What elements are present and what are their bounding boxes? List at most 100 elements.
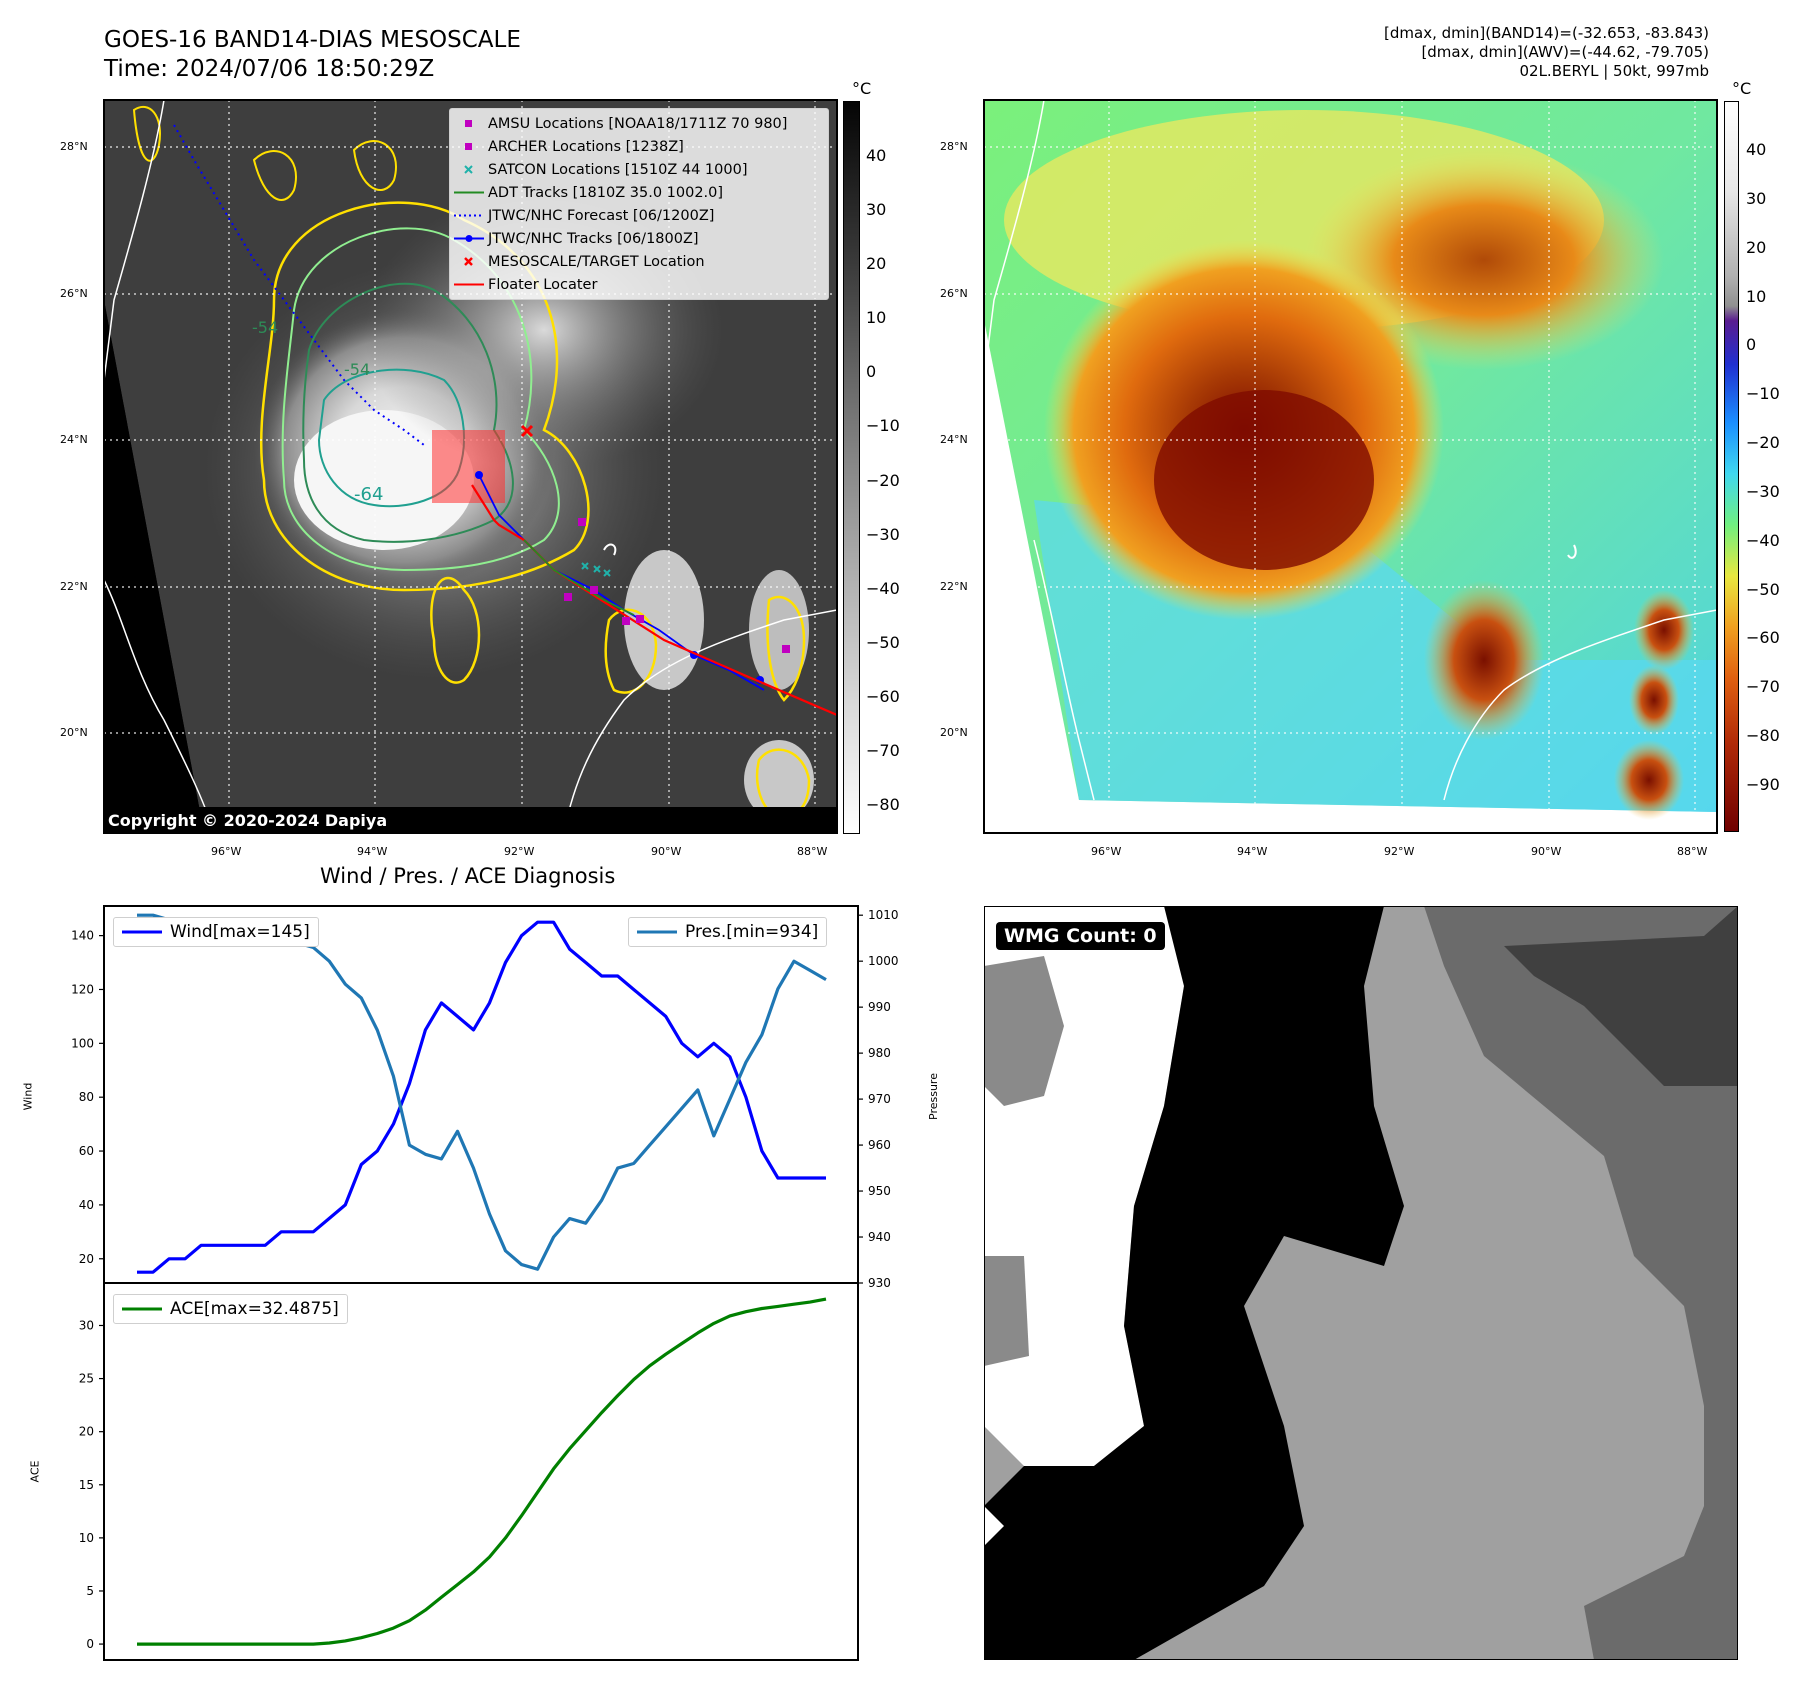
colorbar-tick: −80 (866, 795, 900, 814)
colorbar-tick: −40 (1746, 530, 1780, 550)
colorbar-tick: −20 (1746, 433, 1780, 453)
wmg-count-badge: WMG Count: 0 (996, 922, 1165, 950)
y-tick-label: 20 (79, 1252, 94, 1266)
colorbar-tick: 30 (866, 200, 887, 220)
figure-title: GOES-16 BAND14-DIAS MESOSCALE (104, 27, 521, 53)
lat-label: 20°N (60, 726, 88, 739)
y2-tick-label: 970 (868, 1092, 891, 1106)
colorbar-tick: −90 (1746, 775, 1780, 794)
lon-label: 90°W (1531, 845, 1562, 858)
colorbar-tick: −70 (1746, 677, 1780, 697)
y2-tick-label: 1010 (868, 908, 899, 922)
lat-label: 24°N (60, 433, 88, 446)
square-marker-icon (465, 120, 472, 127)
y-tick-label: 20 (79, 1425, 94, 1439)
lat-label: 26°N (60, 287, 88, 300)
series-line (137, 1297, 827, 1646)
y-tick-label: 100 (71, 1036, 94, 1050)
y-tick-label: 5 (86, 1584, 94, 1598)
colorbar-tick: −50 (1746, 579, 1780, 599)
legend-amsu: AMSU Locations [NOAA18/1711Z 70 980] (450, 112, 828, 135)
legend-floater: Floater Locater (450, 273, 828, 296)
ace-axes (103, 1282, 859, 1661)
colorbar-tick: 20 (866, 254, 887, 274)
colorbar-tick: −40 (866, 578, 900, 598)
ace-legend-label: ACE[max=32.4875] (170, 1299, 339, 1319)
legend-label: ARCHER Locations [1238Z] (488, 138, 684, 155)
legend-label: JTWC/NHC Tracks [06/1800Z] (488, 230, 699, 247)
colorbar-tick: 30 (1746, 188, 1767, 208)
legend-label: Floater Locater (488, 276, 598, 293)
wind-legend: Wind[max=145] (113, 917, 319, 947)
y2-tick-label: 960 (868, 1138, 891, 1152)
colorbar-tick: −50 (866, 632, 900, 652)
wind-legend-label: Wind[max=145] (170, 922, 310, 942)
ace-line-icon (122, 1307, 162, 1311)
lon-label: 92°W (1384, 845, 1415, 858)
stats-band14: [dmax, dmin](BAND14)=(-32.653, -83.843) (1384, 24, 1709, 42)
lon-label: 92°W (504, 845, 535, 858)
wmg-map (984, 906, 1738, 1660)
wind-line-icon (122, 930, 162, 934)
colorbar-tick: −70 (866, 740, 900, 760)
storm-info: 02L.BERYL | 50kt, 997mb (1519, 62, 1709, 80)
pressure-line-icon (637, 930, 677, 934)
copyright: Copyright © 2020-2024 Dapiya (108, 811, 388, 830)
y-tick-label: 120 (71, 982, 94, 996)
awv-map-frame (983, 99, 1718, 834)
colorbar-tick: −10 (866, 416, 900, 436)
line-marker-icon (454, 283, 484, 286)
lon-label: 90°W (651, 845, 682, 858)
legend-satcon: SATCON Locations [1510Z 44 1000] (450, 158, 828, 181)
y2-tick-label: 980 (868, 1046, 891, 1060)
pressure-legend: Pres.[min=934] (628, 917, 828, 947)
y2-tick-label: 930 (868, 1276, 891, 1290)
lon-label: 96°W (1091, 845, 1122, 858)
legend-target: MESOSCALE/TARGET Location (450, 250, 828, 273)
awv-map (984, 100, 1717, 833)
y-tick-label: 30 (79, 1318, 94, 1332)
colorbar-tick: 0 (866, 362, 877, 382)
colorbar-tick: −30 (1746, 481, 1780, 501)
colorbar-tick: −80 (1746, 726, 1780, 746)
ir-colorbar-unit: °C (852, 79, 872, 98)
y-tick-label: 80 (79, 1090, 94, 1104)
awv-colorbar-unit: °C (1732, 79, 1752, 98)
lat-label: 26°N (940, 287, 968, 300)
y2-tick-label: 1000 (868, 954, 899, 968)
lon-label: 94°W (1237, 845, 1268, 858)
y2-tick-label: 990 (868, 1000, 891, 1014)
legend-adt: ADT Tracks [1810Z 35.0 1002.0] (450, 181, 828, 204)
lon-label: 88°W (1677, 845, 1708, 858)
colorbar-tick: −30 (866, 524, 900, 544)
floater-box (432, 430, 505, 503)
awv-colorbar (1724, 101, 1739, 832)
colorbar-tick: 20 (1746, 237, 1767, 257)
colorbar-tick: 10 (1746, 286, 1767, 306)
lat-label: 24°N (940, 433, 968, 446)
lat-label: 22°N (940, 580, 968, 593)
colorbar-tick: 0 (1746, 335, 1757, 355)
y-tick-label: 0 (86, 1637, 94, 1651)
dotted-line-icon (454, 214, 484, 217)
figure-time: Time: 2024/07/06 18:50:29Z (104, 56, 435, 82)
colorbar-tick: −60 (1746, 628, 1780, 648)
square-marker-icon (465, 143, 472, 150)
y-tick-label: 10 (79, 1531, 94, 1545)
wind-axis-label: Wind (21, 1082, 35, 1111)
colorbar-tick: −10 (1746, 384, 1780, 404)
series-line (137, 920, 826, 1274)
legend-label: MESOSCALE/TARGET Location (488, 253, 705, 270)
lon-label: 94°W (357, 845, 388, 858)
colorbar-tick: −20 (866, 470, 900, 490)
contour-label: -54 (344, 360, 370, 379)
colorbar-tick: −60 (866, 686, 900, 706)
lat-label: 20°N (940, 726, 968, 739)
y-tick-label: 15 (79, 1478, 94, 1492)
ir-legend: AMSU Locations [NOAA18/1711Z 70 980] ARC… (449, 108, 829, 300)
line-marker-icon (454, 191, 484, 194)
colorbar-tick: 10 (866, 308, 887, 328)
ace-axis-label: ACE (28, 1460, 42, 1483)
legend-forecast: JTWC/NHC Forecast [06/1200Z] (450, 204, 828, 227)
pressure-legend-label: Pres.[min=934] (685, 922, 819, 942)
